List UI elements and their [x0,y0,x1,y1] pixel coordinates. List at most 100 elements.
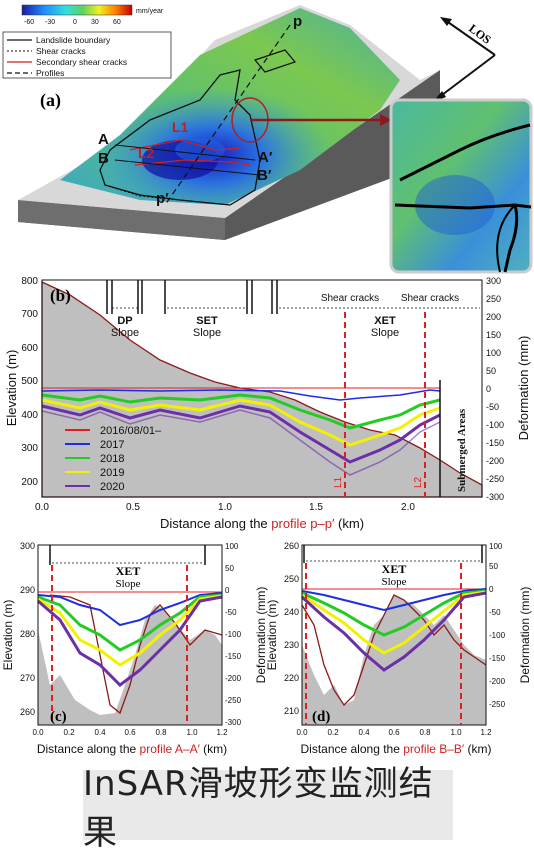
panel-b-right-ticks: 300 250 200 150 100 50 0 -50 -100 -150 -… [486,276,504,502]
svg-text:220: 220 [284,673,299,683]
line-l1-label: L1 [333,476,344,488]
panel-b-x-ticks: 0.0 0.5 1.0 1.5 2.0 [35,502,415,513]
svg-text:240: 240 [284,607,299,617]
panel-d-xlabel: Distance along the profile B–B′ (km) [300,742,491,756]
svg-text:0: 0 [489,585,494,594]
svg-text:-30: -30 [45,19,55,26]
deformation-series-d [300,588,487,672]
panel-c-left-ticks: 300 290 280 270 260 [20,541,35,717]
svg-text:Slope: Slope [111,327,139,339]
legend-shear-cracks: Shear cracks [36,46,86,56]
los-label: LOS [466,21,494,47]
panel-a-map: -60 -30 0 30 60 mm/year Landslide bounda… [2,4,533,274]
svg-text:50: 50 [489,562,498,571]
svg-text:100: 100 [489,542,503,551]
label-p-prime: p′ [156,190,169,207]
svg-text:1.2: 1.2 [216,728,228,737]
svg-text:0.2: 0.2 [63,728,75,737]
svg-text:270: 270 [20,673,35,683]
svg-text:-200: -200 [225,674,242,683]
svg-text:400: 400 [21,410,38,421]
panel-c-x-ticks: 0.0 0.2 0.4 0.6 0.8 1.0 1.2 [32,728,228,737]
panel-d-label: (d) [312,709,330,725]
terrain-profile [41,280,483,498]
legend-profiles: Profiles [36,68,64,78]
svg-text:-300: -300 [225,718,242,727]
svg-text:0: 0 [73,19,77,26]
panel-d-ylabel-right: Deformation (mm) [518,587,532,684]
svg-text:300: 300 [486,276,501,286]
svg-text:300: 300 [21,443,38,454]
svg-text:-200: -200 [489,677,506,686]
terrain-profile-d [302,595,486,725]
panel-b-ylabel-right: Deformation (mm) [516,336,531,441]
zone-xet-c: XET [116,564,141,578]
svg-text:1.0: 1.0 [218,502,232,513]
panel-b-label: (b) [50,286,71,305]
svg-text:0.4: 0.4 [94,728,106,737]
caption-bar: InSAR滑坡形变监测结果 [83,764,453,853]
svg-text:2020: 2020 [100,481,124,493]
panel-c-ylabel-right: Deformation (mm) [254,587,268,684]
svg-text:0.4: 0.4 [358,728,370,737]
svg-text:290: 290 [20,585,35,595]
shear-cracks-label-1: Shear cracks [321,293,379,304]
panel-b-xlabel: Distance along the profile p–p′ (km) [160,516,364,531]
panel-d-profile: XET Slope (d) 260 250 240 230 220 210 10… [265,541,532,756]
svg-text:0.5: 0.5 [126,502,140,513]
svg-text:260: 260 [284,541,299,551]
svg-text:-60: -60 [24,19,34,26]
svg-text:0: 0 [486,384,491,394]
svg-text:0.6: 0.6 [124,728,136,737]
svg-text:250: 250 [284,574,299,584]
svg-text:0: 0 [225,586,230,595]
submerged-label: Submerged Areas [456,408,468,492]
colorbar [21,4,133,16]
svg-text:-300: -300 [486,492,504,502]
panel-c-profile: XET Slope (c) 300 290 280 270 260 100 50… [1,541,268,756]
svg-text:-150: -150 [489,654,506,663]
svg-text:0.0: 0.0 [296,728,308,737]
panel-c-label: (c) [50,709,67,725]
svg-text:-50: -50 [486,402,499,412]
deformation-series-c [37,591,223,687]
svg-text:280: 280 [20,629,35,639]
svg-text:200: 200 [486,312,501,322]
label-l1: L1 [172,119,189,135]
svg-text:-250: -250 [225,696,242,705]
svg-text:-250: -250 [486,474,504,484]
svg-text:-150: -150 [225,652,242,661]
svg-text:-50: -50 [489,608,501,617]
svg-text:1.0: 1.0 [450,728,462,737]
svg-text:-100: -100 [225,630,242,639]
svg-text:210: 210 [284,706,299,716]
svg-text:Slope: Slope [115,578,140,590]
svg-text:1.5: 1.5 [309,502,323,513]
panel-a-label: (a) [40,90,61,111]
svg-text:300: 300 [20,541,35,551]
legend-secondary-cracks: Secondary shear cracks [36,57,127,67]
svg-text:50: 50 [225,564,234,573]
svg-text:50: 50 [486,366,496,376]
svg-text:800: 800 [21,276,38,287]
secondary-crack-l2 [134,159,251,166]
panel-d-x-ticks: 0.0 0.2 0.4 0.6 0.8 1.0 1.2 [296,728,492,737]
svg-text:260: 260 [20,707,35,717]
secondary-crack-l1 [129,139,241,151]
svg-text:200: 200 [21,477,38,488]
svg-text:0.0: 0.0 [35,502,49,513]
panel-b-left-ticks: 800 700 600 500 400 300 200 [21,276,38,488]
label-l2: L2 [138,145,155,161]
label-b: B [98,150,109,167]
svg-text:0.2: 0.2 [327,728,339,737]
svg-text:-250: -250 [489,700,506,709]
svg-text:100: 100 [486,348,501,358]
svg-text:700: 700 [21,309,38,320]
svg-text:2018: 2018 [100,453,124,465]
label-p: p [293,13,302,30]
block-side [18,70,440,240]
svg-text:2019: 2019 [100,467,124,479]
panel-d-ylabel-left: Elevation (m) [265,600,279,671]
svg-text:500: 500 [21,376,38,387]
colorbar-unit: mm/year [136,8,164,15]
